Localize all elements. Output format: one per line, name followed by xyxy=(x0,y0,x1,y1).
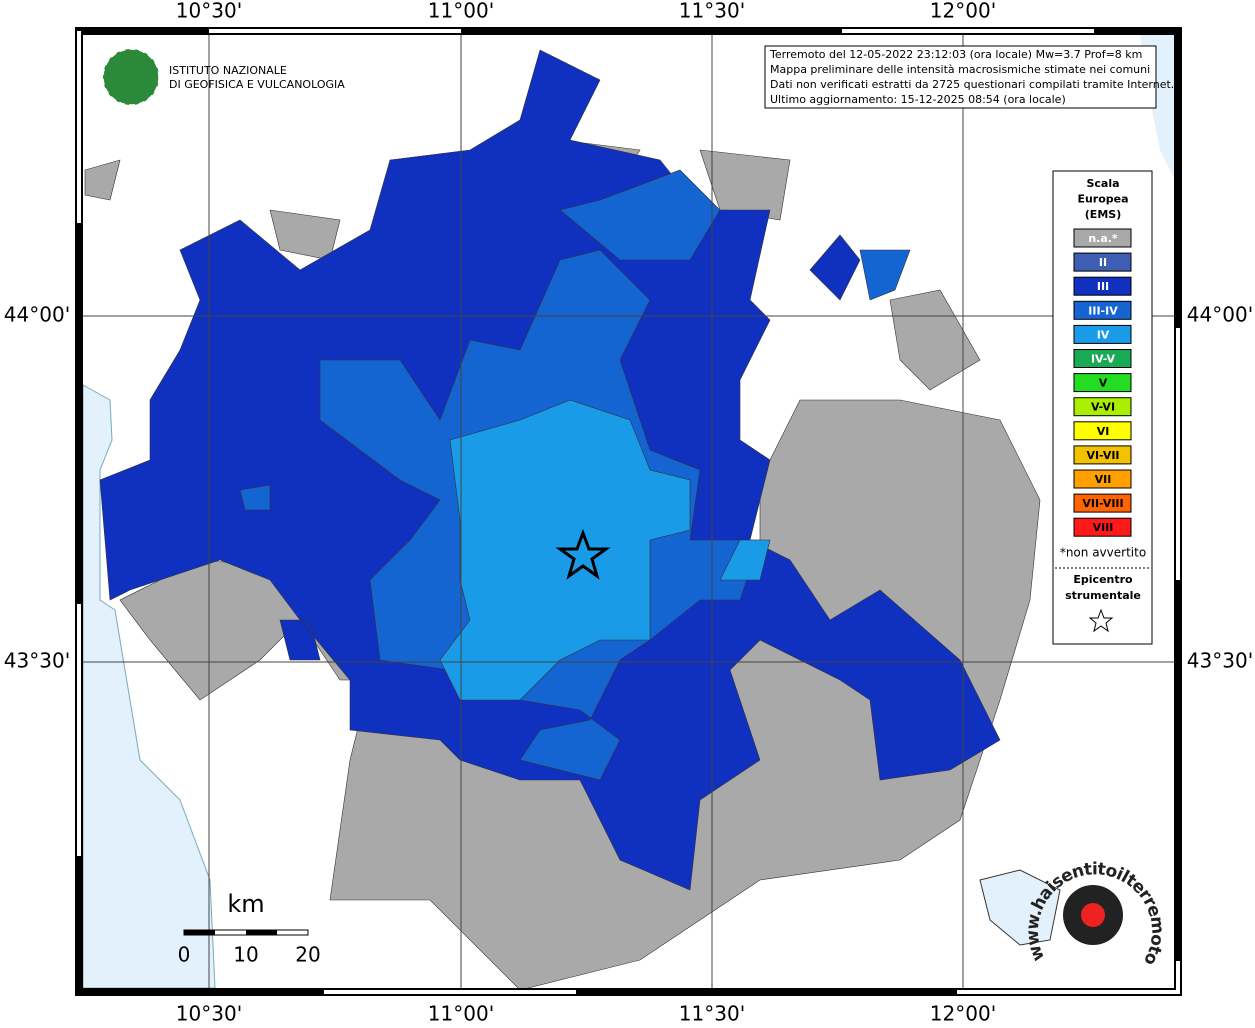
lon-label: 12°00' xyxy=(930,1002,996,1025)
legend-label: III-IV xyxy=(1088,304,1118,317)
scale-bar xyxy=(183,929,309,936)
scale-label: 0 xyxy=(178,943,191,967)
ingv-logo xyxy=(102,48,160,106)
lon-label: 11°30' xyxy=(679,1002,745,1025)
info-line: Terremoto del 12-05-2022 23:12:03 (ora l… xyxy=(769,48,1142,61)
info-line: Mappa preliminare delle intensità macros… xyxy=(770,63,1150,76)
lat-label: 43°30' xyxy=(4,649,70,673)
scale-unit: km xyxy=(227,890,264,918)
legend-star xyxy=(1088,608,1114,633)
legend-swatch xyxy=(1073,469,1132,489)
legend-label: II xyxy=(1099,256,1107,269)
legend-title: Scala xyxy=(1086,177,1119,190)
legend-swatch xyxy=(1073,445,1132,465)
scale-label: 10 xyxy=(233,943,258,967)
legend-label: VII xyxy=(1095,473,1112,486)
badge xyxy=(1081,903,1105,927)
legend-label: n.a.* xyxy=(1088,232,1118,245)
legend-title: (EMS) xyxy=(1085,208,1121,221)
legend-epicentre: Epicentro xyxy=(1073,573,1133,586)
lat-label: 43°30' xyxy=(1187,649,1253,673)
legend-label: V-VI xyxy=(1091,401,1115,414)
legend-label: IV xyxy=(1097,328,1110,341)
legend-epicentre: strumentale xyxy=(1065,589,1141,602)
lat-label: 44°00' xyxy=(1187,303,1253,327)
legend-swatch xyxy=(1073,517,1132,537)
info-line: Ultimo aggiornamento: 15-12-2025 08:54 (… xyxy=(770,93,1066,106)
legend-label: VI-VII xyxy=(1086,449,1119,462)
epicentre-star xyxy=(555,528,611,580)
logo-text: DI GEOFISICA E VULCANOLOGIA xyxy=(169,78,345,91)
badge-map xyxy=(979,869,1061,946)
ingv-logo xyxy=(103,49,159,105)
scale-label: 20 xyxy=(295,943,320,967)
legend-label: IV-V xyxy=(1091,353,1116,366)
legend-label: VIII xyxy=(1093,521,1114,534)
info-box xyxy=(764,45,1157,109)
lon-label: 10°30' xyxy=(176,1002,242,1025)
legend-swatch xyxy=(1073,421,1132,441)
legend-label: VII-VIII xyxy=(1082,497,1123,510)
info-line: Dati non verificati estratti da 2725 que… xyxy=(770,78,1174,91)
legend-swatch xyxy=(1073,324,1132,344)
legend-swatch xyxy=(1073,373,1132,393)
lon-label: 10°30' xyxy=(176,0,242,23)
legend-title: Europea xyxy=(1077,193,1128,206)
legend-swatch xyxy=(1073,252,1132,272)
region xyxy=(119,399,1041,991)
lon-label: 11°30' xyxy=(679,0,745,23)
lon-label: 12°00' xyxy=(930,0,996,23)
map-frame xyxy=(75,27,1182,996)
legend-swatch xyxy=(1073,276,1132,296)
legend-label: III xyxy=(1097,280,1109,293)
legend-label: V xyxy=(1099,377,1108,390)
legend-swatch xyxy=(1073,349,1132,368)
legend-swatch xyxy=(1073,300,1132,320)
legend-swatch xyxy=(1073,228,1132,248)
lon-label: 11°00' xyxy=(428,1002,494,1025)
lon-label: 11°00' xyxy=(428,0,494,23)
legend-swatch xyxy=(1073,397,1132,417)
logo-text: ISTITUTO NAZIONALE xyxy=(169,64,287,77)
legend-note: *non avvertito xyxy=(1060,546,1146,560)
legend-swatch xyxy=(1073,493,1132,513)
legend-label: VI xyxy=(1097,425,1110,438)
lat-label: 44°00' xyxy=(4,303,70,327)
